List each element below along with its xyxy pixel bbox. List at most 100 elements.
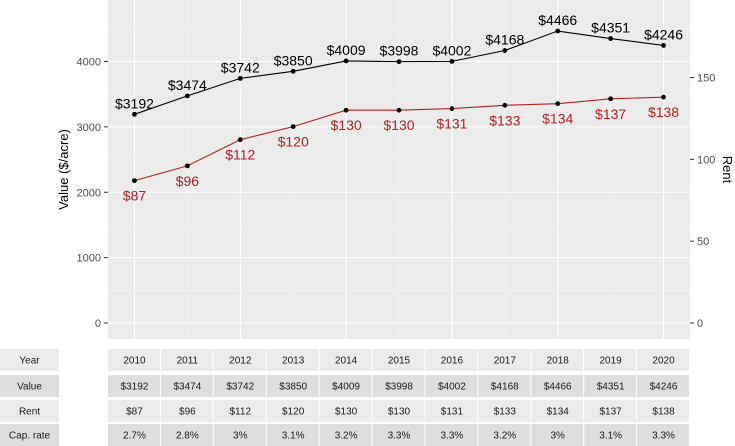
series-0-point <box>237 75 243 81</box>
table-cell-bg <box>319 375 372 397</box>
series-1-data-label: $96 <box>176 173 200 189</box>
table-cell-bg <box>108 400 160 422</box>
table-cell-bg <box>637 424 689 446</box>
table-row-header-bg <box>0 400 59 422</box>
series-0-point <box>555 28 561 34</box>
table-cell: 3% <box>233 431 248 442</box>
table-cell: 3.2% <box>493 431 516 442</box>
table-cell: 3.3% <box>388 431 411 442</box>
series-0-point <box>290 68 296 74</box>
y-tick-label: 2000 <box>77 187 101 199</box>
table-cell-bg <box>213 349 266 371</box>
table-row-header: Cap. rate <box>9 431 51 442</box>
series-0-data-label: $3474 <box>168 77 207 93</box>
table-cell-bg <box>584 400 637 422</box>
series-1-data-label: $112 <box>225 147 255 163</box>
series-0-point <box>132 111 137 117</box>
table-cell-bg <box>108 424 160 446</box>
table-cell-bg <box>478 349 531 371</box>
table-cell: $131 <box>441 407 464 418</box>
series-0-data-label: $4466 <box>538 12 577 28</box>
table-cell-bg <box>531 375 584 397</box>
table-cell-bg <box>372 424 425 446</box>
series-1-point <box>449 106 455 111</box>
series-1-point <box>343 107 349 113</box>
table-cell: $4351 <box>597 382 625 393</box>
series-0-point <box>661 43 666 48</box>
table-cell-bg <box>425 424 478 446</box>
table-cell-bg <box>213 424 266 446</box>
series-0-point <box>608 36 614 41</box>
table-cell: $112 <box>230 407 252 418</box>
table-cell-bg <box>319 349 372 371</box>
table-cell: 2019 <box>600 356 623 367</box>
table-cell-bg <box>266 424 319 446</box>
series-0-data-label: $4009 <box>327 42 366 58</box>
series-0-point <box>396 59 402 65</box>
table-cell: $3474 <box>173 382 201 393</box>
table-cell: $130 <box>335 407 358 418</box>
table-cell-bg <box>584 424 637 446</box>
series-0-point <box>449 58 455 64</box>
table-cell-bg <box>372 375 425 397</box>
table-cell-bg <box>637 349 689 371</box>
table-cell-bg <box>637 375 689 397</box>
table-cell-bg <box>160 375 213 397</box>
table-cell-bg <box>372 400 425 422</box>
table-cell: 3% <box>551 431 566 442</box>
table-cell: 2018 <box>547 356 570 367</box>
series-1-point <box>396 107 402 113</box>
table-cell: $3850 <box>279 382 307 393</box>
table-row-header: Value <box>17 382 42 393</box>
table-cell: 2017 <box>494 356 517 367</box>
series-0-data-label: $4168 <box>485 32 524 48</box>
table-cell: $4009 <box>332 382 360 393</box>
y2-axis-title: Rent <box>720 156 735 184</box>
table-cell: $3192 <box>121 382 149 393</box>
y-tick-label: 0 <box>95 318 101 330</box>
series-0-data-label: $4351 <box>591 20 630 36</box>
table-cell: $96 <box>179 407 196 418</box>
data-table: Year 2010 2011 2012 2013 2014 2015 2016 2017 2018… <box>0 349 689 446</box>
table-cell: 2013 <box>282 356 305 367</box>
table-row-header-bg <box>0 424 59 446</box>
table-cell-bg <box>108 375 160 397</box>
series-layer: $3192 $3474 $3742 $3850 $4009 $3998 $4002 $4168… <box>115 12 683 204</box>
table-cell: $130 <box>388 407 411 418</box>
y-axis-title: Value ($/acre) <box>56 129 71 210</box>
table-cell: 2020 <box>652 356 675 367</box>
series-1-data-label: $130 <box>331 117 362 133</box>
table-cell: 2014 <box>335 356 358 367</box>
series-1-data-label: $134 <box>542 111 573 127</box>
table-cell-bg <box>266 349 319 371</box>
table-cell: 2010 <box>123 356 146 367</box>
table-cell: 2.7% <box>123 431 146 442</box>
table-cell: $120 <box>282 407 305 418</box>
y2-tick-label: 100 <box>697 154 715 166</box>
table-cell-bg <box>637 400 689 422</box>
series-1-data-label: $138 <box>648 104 679 120</box>
table-cell-bg <box>478 400 531 422</box>
table-cell-bg <box>531 424 584 446</box>
series-1-data-label: $133 <box>489 112 520 128</box>
table-cell-bg <box>319 400 372 422</box>
table-cell-bg <box>584 375 637 397</box>
table-cell-bg <box>425 400 478 422</box>
table-row-header-bg <box>0 349 59 371</box>
table-cell-bg <box>372 349 425 371</box>
y-tick-label: 4000 <box>77 57 101 69</box>
table-cell-bg <box>160 400 213 422</box>
table-cell: 2012 <box>229 356 252 367</box>
series-0-point <box>184 93 190 99</box>
table-cell: $138 <box>652 407 675 418</box>
series-0-data-label: $3742 <box>221 59 260 75</box>
table-cell: 2011 <box>177 356 199 367</box>
series-1-point <box>237 137 243 143</box>
series-1-point <box>184 163 190 169</box>
table-cell-bg <box>108 349 160 371</box>
table-cell-bg <box>531 400 584 422</box>
table-cell: $3742 <box>226 382 254 393</box>
series-0-point <box>343 58 349 64</box>
table-cell-bg <box>160 349 213 371</box>
series-0-point <box>502 48 508 53</box>
